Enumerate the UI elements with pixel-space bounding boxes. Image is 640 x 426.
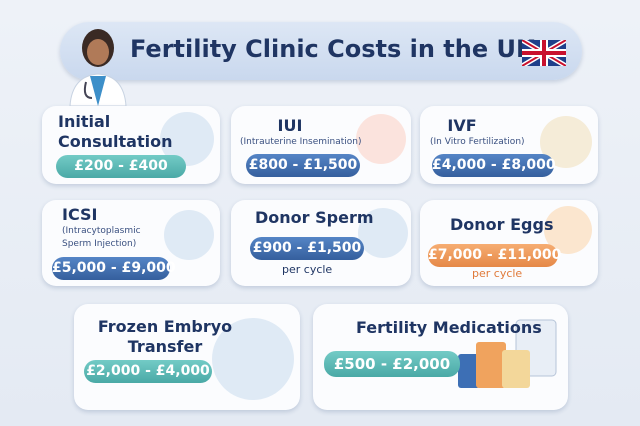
price: £800 - £1,500 — [246, 154, 360, 177]
card-title: Donor Sperm — [255, 208, 374, 227]
price: £5,000 - £9,000 — [52, 257, 176, 280]
medication-icon — [458, 319, 557, 388]
uk-flag — [522, 40, 566, 66]
price-note: per cycle — [472, 267, 523, 280]
card-subtitle: (In Vitro Fertilization) — [430, 137, 525, 147]
price: £200 - £400 — [56, 155, 186, 178]
card-title: Donor Eggs — [450, 215, 554, 234]
price: £900 - £1,500 — [250, 237, 364, 260]
price: £4,000 - £8,000 — [432, 154, 556, 177]
price: £2,000 - £4,000 — [84, 360, 212, 383]
icon — [358, 208, 408, 258]
icon — [164, 210, 214, 260]
card-title: Frozen Embryo Transfer — [97, 317, 233, 356]
doctor-illustration — [69, 29, 127, 106]
icon — [212, 318, 294, 400]
card-title: IVF — [447, 116, 477, 135]
price: £500 - £2,000 — [324, 351, 460, 377]
page-title: Fertility Clinic Costs in the UK — [130, 35, 535, 63]
price-note: per cycle — [282, 263, 333, 276]
title-banner — [60, 22, 582, 80]
price: £7,000 - £11,000 — [428, 244, 561, 267]
card-title: ICSI — [62, 205, 98, 224]
card-subtitle: (Intrauterine Insemination) — [240, 137, 362, 147]
card-title: Fertility Medications — [356, 318, 542, 337]
card-title: IUI — [277, 116, 303, 135]
card-title: Initial Consultation — [58, 112, 173, 151]
icon — [356, 114, 406, 164]
card-subtitle: (Intracytoplasmic Sperm Injection) — [62, 226, 141, 249]
